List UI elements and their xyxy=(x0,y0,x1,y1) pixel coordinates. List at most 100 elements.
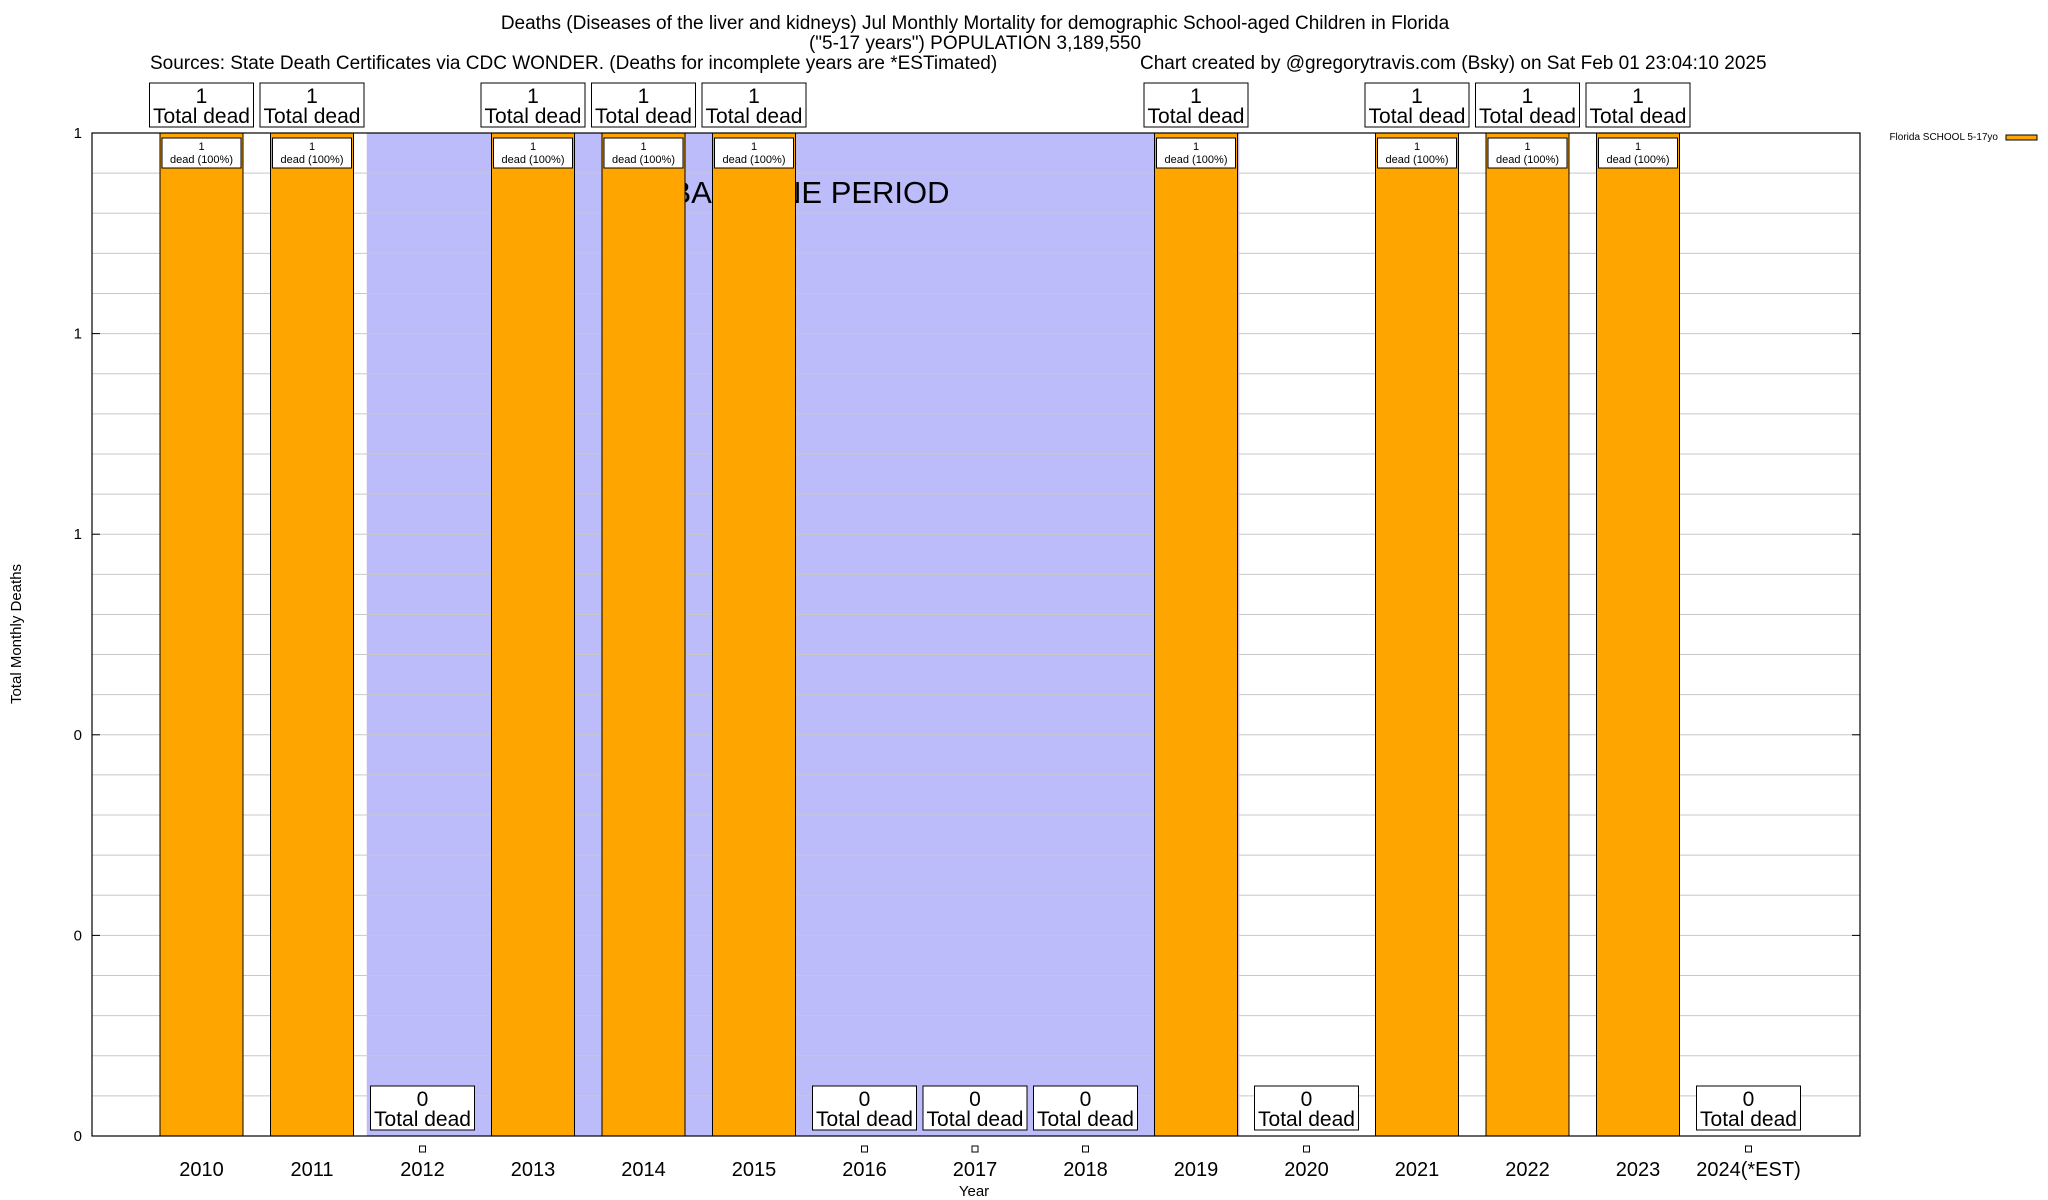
bar-inner-value: 1 xyxy=(1524,141,1530,153)
total-label: Total dead xyxy=(485,105,582,128)
total-box xyxy=(1033,1085,1138,1131)
zero-marker xyxy=(971,1145,979,1153)
y-tick-label: 0 xyxy=(74,727,82,744)
total-box xyxy=(1143,82,1249,128)
total-label: Total dead xyxy=(595,105,692,128)
y-tick-label: 1 xyxy=(74,526,82,543)
x-tick-label: 2010 xyxy=(179,1159,224,1181)
total-box xyxy=(922,1085,1028,1131)
x-tick-label: 2020 xyxy=(1284,1159,1329,1181)
bar-2022 xyxy=(1485,132,1570,1137)
bar-2015 xyxy=(712,132,796,1137)
legend-swatch xyxy=(2005,134,2038,141)
total-label: Total dead xyxy=(1258,1108,1355,1131)
bar-inner-value: 1 xyxy=(530,141,536,153)
x-tick-label: 2011 xyxy=(290,1159,333,1181)
total-box xyxy=(701,82,807,128)
y-tick-label: 0 xyxy=(74,1128,82,1145)
bar-2023 xyxy=(1596,132,1680,1137)
total-label: Total dead xyxy=(374,1108,471,1131)
bar-inner-label: dead (100%) xyxy=(1607,154,1670,166)
total-value: 1 xyxy=(1522,85,1534,108)
x-tick-label: 2018 xyxy=(1063,1159,1108,1181)
total-label: Total dead xyxy=(1479,105,1576,128)
total-box xyxy=(480,82,586,128)
bar-inner-label: dead (100%) xyxy=(281,154,344,166)
x-tick-label: 2016 xyxy=(842,1159,887,1181)
bar-inner-value: 1 xyxy=(640,141,646,153)
x-tick-label: 2012 xyxy=(400,1159,445,1181)
bar-inner-label-box xyxy=(1377,137,1457,169)
y-axis-title: Total Monthly Deaths xyxy=(8,564,25,704)
total-value: 1 xyxy=(306,85,318,108)
zero-marker xyxy=(1303,1145,1310,1153)
total-label: Total dead xyxy=(1369,105,1466,128)
x-tick-label: 2021 xyxy=(1395,1159,1440,1181)
x-tick-label: 2023 xyxy=(1616,1159,1661,1181)
total-value: 1 xyxy=(1411,85,1423,108)
total-value: 1 xyxy=(1190,85,1202,108)
total-box xyxy=(149,82,254,128)
zero-marker xyxy=(861,1145,868,1153)
total-label: Total dead xyxy=(706,105,803,128)
total-value: 0 xyxy=(417,1088,429,1111)
bar-inner-value: 1 xyxy=(1635,141,1641,153)
zero-marker xyxy=(1082,1145,1089,1153)
bar-inner-label-box xyxy=(1598,137,1678,169)
total-box xyxy=(1254,1085,1359,1131)
total-box xyxy=(591,82,696,128)
x-tick-label: 2019 xyxy=(1174,1159,1219,1181)
bar-inner-label-box xyxy=(603,137,684,169)
bar-inner-value: 1 xyxy=(309,141,315,153)
total-value: 0 xyxy=(1301,1088,1313,1111)
total-label: Total dead xyxy=(1590,105,1687,128)
total-box xyxy=(812,1085,917,1131)
total-label: Total dead xyxy=(264,105,361,128)
total-label: Total dead xyxy=(1037,1108,1134,1131)
total-label: Total dead xyxy=(1148,105,1245,128)
bar-inner-label: dead (100%) xyxy=(612,154,675,166)
total-value: 0 xyxy=(859,1088,871,1111)
bar-2021 xyxy=(1375,132,1459,1137)
bar-2011 xyxy=(270,132,354,1137)
total-label: Total dead xyxy=(153,105,250,128)
total-value: 0 xyxy=(969,1088,981,1111)
bar-2010 xyxy=(159,132,244,1137)
bar-inner-label: dead (100%) xyxy=(170,154,233,166)
legend-label: Florida SCHOOL 5-17yo xyxy=(1889,132,1998,143)
chart-credit: Chart created by @gregorytravis.com (Bsk… xyxy=(1140,53,1767,74)
chart-title-line2: ("5-17 years") POPULATION 3,189,550 xyxy=(808,33,1142,54)
bar-inner-value: 1 xyxy=(1414,141,1420,153)
sources-note: Sources: State Death Certificates via CD… xyxy=(150,53,998,74)
total-box xyxy=(1475,82,1580,128)
bar-inner-label: dead (100%) xyxy=(502,154,565,166)
total-box xyxy=(1364,82,1470,128)
bar-inner-label: dead (100%) xyxy=(723,154,786,166)
bar-inner-label-box xyxy=(714,137,794,169)
total-value: 1 xyxy=(196,85,208,108)
bar-inner-label-box xyxy=(1156,137,1236,169)
bar-inner-value: 1 xyxy=(198,141,204,153)
total-value: 0 xyxy=(1743,1088,1755,1111)
x-tick-label: 2013 xyxy=(511,1159,556,1181)
bar-inner-label-box xyxy=(493,137,573,169)
total-value: 1 xyxy=(748,85,760,108)
total-value: 1 xyxy=(1632,85,1644,108)
plot-border xyxy=(91,132,1861,1137)
zero-marker xyxy=(1745,1145,1752,1153)
x-tick-label: 2014 xyxy=(621,1159,666,1181)
total-box xyxy=(259,82,365,128)
total-value: 1 xyxy=(638,85,650,108)
x-axis-title: Year xyxy=(959,1183,989,1200)
y-tick-label: 0 xyxy=(74,927,82,944)
x-tick-label: 2015 xyxy=(732,1159,777,1181)
total-box xyxy=(370,1085,475,1131)
total-value: 1 xyxy=(527,85,539,108)
bar-inner-label: dead (100%) xyxy=(1386,154,1449,166)
bar-inner-label: dead (100%) xyxy=(1496,154,1559,166)
bar-2019 xyxy=(1154,132,1238,1137)
bar-inner-label-box xyxy=(161,137,242,169)
bar-inner-value: 1 xyxy=(751,141,757,153)
total-box xyxy=(1696,1085,1801,1131)
